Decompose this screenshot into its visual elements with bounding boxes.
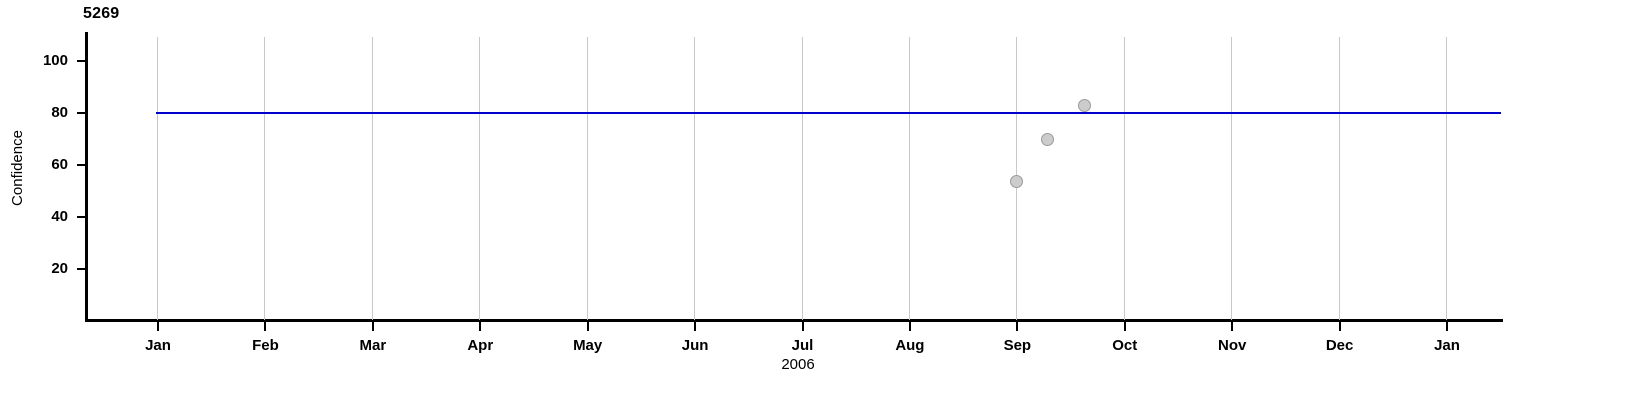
x-axis-label: 2006 (781, 356, 815, 373)
gridline-apr-3 (479, 37, 481, 320)
x-tick-9 (1123, 322, 1126, 331)
x-tick-label-aug-7: Aug (895, 337, 925, 354)
y-tick-100 (77, 60, 86, 63)
gridline-nov-10 (1231, 37, 1233, 320)
data-point-0-0[interactable] (1009, 174, 1023, 188)
gridline-jul-6 (801, 37, 803, 320)
y-tick-60 (77, 164, 86, 167)
x-tick-10 (1231, 322, 1234, 331)
y-axis-label: Confidence (9, 130, 26, 206)
x-tick-label-apr-3: Apr (467, 337, 494, 354)
x-tick-4 (586, 322, 589, 331)
x-tick-12 (1446, 322, 1448, 331)
x-tick-label-nov-10: Nov (1217, 337, 1247, 354)
x-tick-8 (1016, 322, 1019, 331)
gridline-dec-11 (1338, 37, 1340, 320)
gridline-mar-2 (371, 37, 373, 320)
x-tick-label-mar-2: Mar (359, 337, 387, 354)
x-tick-3 (479, 322, 482, 331)
gridline-oct-9 (1123, 37, 1125, 320)
gridline-jan-0 (157, 37, 158, 320)
gridline-aug-7 (908, 37, 910, 320)
x-tick-label-feb-1: Feb (252, 337, 279, 354)
data-point-0-2[interactable] (1077, 99, 1091, 113)
x-tick-1 (264, 322, 267, 331)
x-tick-7 (908, 322, 911, 331)
y-tick-80 (77, 112, 86, 115)
x-tick-11 (1338, 322, 1341, 331)
y-tick-40 (77, 216, 86, 219)
x-tick-label-jun-5: Jun (681, 337, 709, 354)
gridline-jan-12 (1446, 37, 1447, 320)
x-tick-label-jan-12: Jan (1434, 337, 1460, 354)
x-tick-2 (371, 322, 374, 331)
y-tick-label-80: 80 (51, 104, 68, 122)
x-axis-label-wrap: 2006 (0, 356, 1650, 374)
x-tick-5 (694, 322, 697, 331)
x-tick-label-jan-0: Jan (145, 337, 171, 354)
chart-title: 5269 (83, 5, 120, 22)
y-tick-20 (77, 268, 86, 271)
x-tick-6 (801, 322, 804, 331)
x-tick-label-sep-8: Sep (1003, 337, 1032, 354)
x-tick-label-oct-9: Oct (1112, 337, 1138, 354)
y-axis-line (85, 32, 88, 322)
y-tick-label-60: 60 (51, 156, 68, 174)
x-tick-label-jul-6: Jul (791, 337, 814, 354)
y-tick-label-20: 20 (51, 260, 68, 278)
x-axis-line (85, 319, 1503, 322)
x-tick-label-may-4: May (573, 337, 603, 354)
x-tick-label-dec-11: Dec (1325, 337, 1354, 354)
gridline-may-4 (586, 37, 588, 320)
y-tick-label-40: 40 (51, 208, 68, 226)
data-point-0-1[interactable] (1040, 132, 1054, 146)
gridline-feb-1 (264, 37, 266, 320)
x-tick-0 (157, 322, 159, 331)
threshold-line-80 (156, 112, 1501, 115)
gridline-jun-5 (694, 37, 696, 320)
y-tick-label-100: 100 (42, 52, 68, 70)
